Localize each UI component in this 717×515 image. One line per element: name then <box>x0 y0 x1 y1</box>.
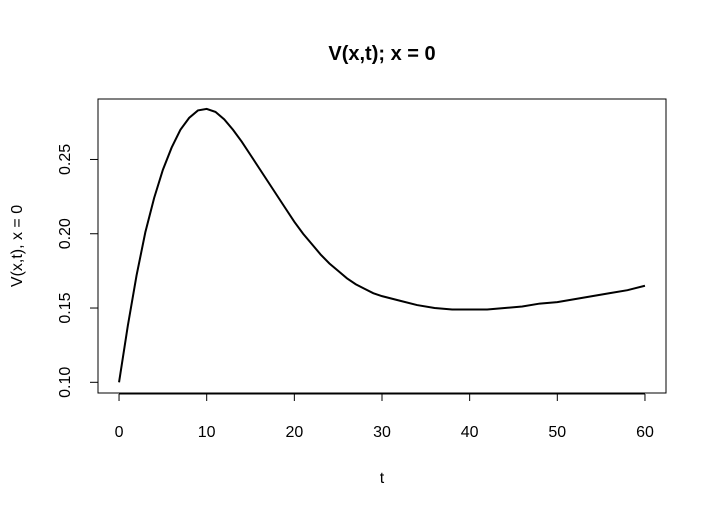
y-tick-label: 0.25 <box>57 144 74 175</box>
x-tick-label: 0 <box>115 424 124 441</box>
y-axis-label: V(x,t), x = 0 <box>9 205 26 287</box>
x-axis-label: t <box>380 470 385 487</box>
y-axis: 0.10 0.15 0.20 0.25 <box>57 144 99 398</box>
x-tick-label: 10 <box>198 424 216 441</box>
x-axis: 0 10 20 30 40 50 60 <box>115 393 654 441</box>
x-tick-label: 30 <box>373 424 391 441</box>
chart-title: V(x,t); x = 0 <box>328 43 435 65</box>
x-tick-label: 50 <box>548 424 566 441</box>
plot-frame <box>97 98 667 394</box>
y-tick-label: 0.10 <box>57 367 74 398</box>
series-line <box>118 107 646 383</box>
x-tick-label: 60 <box>636 424 654 441</box>
x-tick-label: 40 <box>461 424 479 441</box>
y-tick-label: 0.15 <box>57 292 74 323</box>
y-tick-label: 0.20 <box>57 218 74 249</box>
x-tick-label: 20 <box>285 424 303 441</box>
